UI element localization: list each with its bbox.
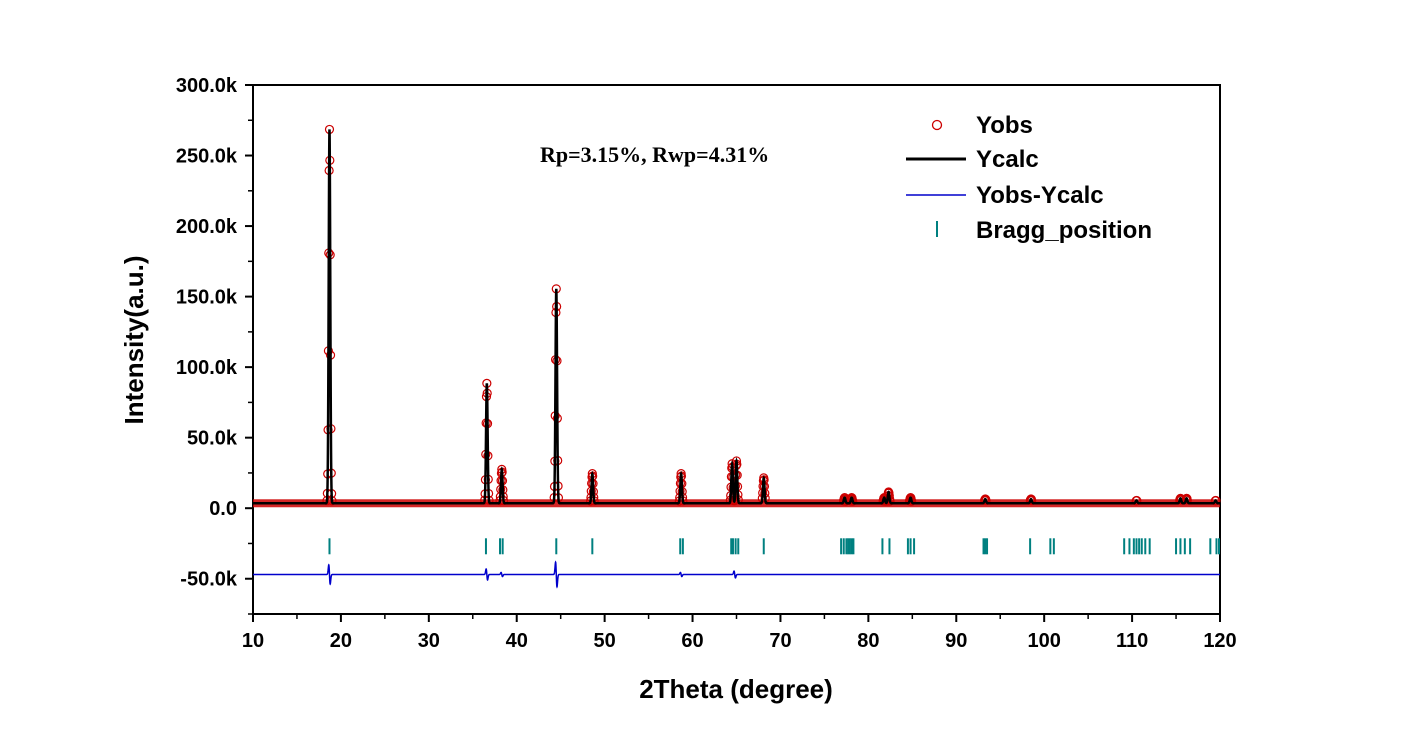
refinement-annotation: Rp=3.15%, Rwp=4.31% [540,142,769,167]
x-tick-label: 50 [594,630,616,652]
x-tick-label: 110 [1116,630,1148,652]
y-tick-label: 100.0k [176,357,238,379]
legend-bragg-label: Bragg_position [976,217,1152,244]
x-tick-label: 90 [945,630,967,652]
x-tick-label: 20 [330,630,352,652]
x-tick-label: 70 [769,630,791,652]
legend-yobs-marker [931,119,943,131]
y-axis-title: Intensity(a.u.) [119,255,149,424]
x-tick-label: 120 [1203,630,1236,652]
y-tick-label: 300.0k [176,75,238,97]
bragg-ticks [328,538,1220,555]
x-tick-label: 100 [1027,630,1060,652]
y-tick-labels: -50.0k 0.0 50.0k 100.0k 150.0k 200.0k 250.0k 30… [176,75,238,591]
yobs-point [1027,495,1037,506]
legend: Yobs Ycalc Yobs-Ycalc Bragg_position [906,112,1152,244]
legend-diff-label: Yobs-Ycalc [976,182,1104,209]
x-axis-title: 2Theta (degree) [639,674,833,704]
x-tick-label: 60 [681,630,703,652]
x-tick-labels: 10 20 30 40 50 60 70 80 90 100 110 120 [242,630,1237,652]
yobs-point [1182,495,1192,505]
y-tick-label: 50.0k [187,428,238,450]
y-tick-label: 200.0k [176,216,238,238]
legend-ycalc-label: Ycalc [976,146,1039,173]
axis-ticks [245,84,1221,622]
y-tick-label: 250.0k [176,146,238,168]
difference-line [253,560,1220,589]
y-tick-label: 0.0 [209,498,237,520]
y-tick-label: 150.0k [176,287,238,309]
x-tick-label: 40 [506,630,528,652]
yobs-point [1211,496,1221,506]
legend-yobs-label: Yobs [976,112,1033,139]
x-tick-label: 10 [242,630,264,652]
ycalc-line [253,129,1220,505]
yobs-point [981,495,991,506]
x-tick-label: 80 [857,630,879,652]
yobs-point [1132,496,1142,506]
x-tick-label: 30 [418,630,440,652]
y-tick-label: -50.0k [180,569,238,591]
